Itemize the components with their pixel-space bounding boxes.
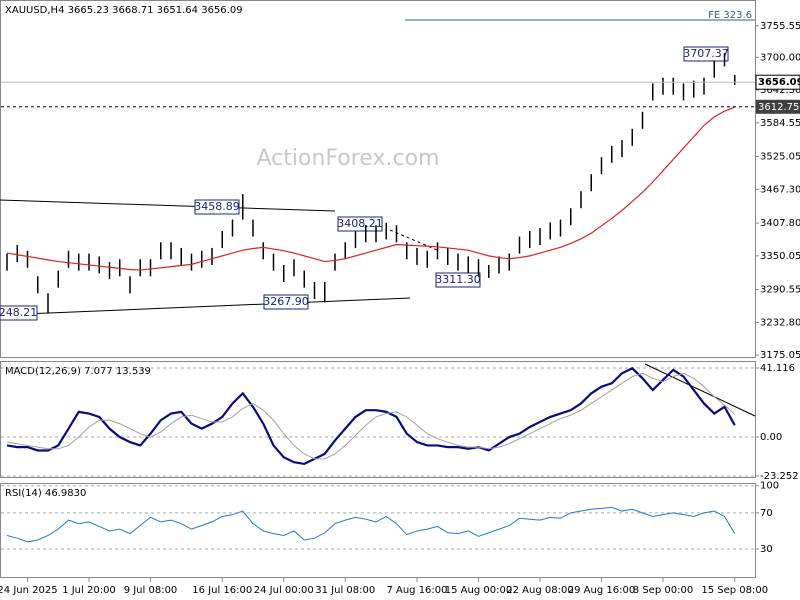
panel-title: XAUUSD,H4 3665.23 3668.71 3651.64 3656.0…	[5, 5, 243, 16]
y-tick-label: 0.00	[760, 432, 782, 443]
trend-line	[644, 363, 756, 417]
y-tick-label: 70	[760, 508, 773, 519]
annotation: 3267.90	[263, 294, 309, 310]
x-tick-label: 15 Sep 08:00	[701, 585, 768, 596]
fe-label: FE 323.6	[708, 10, 752, 21]
x-tick-label: 15 Aug 00:00	[445, 585, 512, 596]
indicator-line	[6, 366, 736, 466]
price-panel	[0, 0, 756, 358]
annotation-label: 248.21	[0, 306, 37, 319]
x-tick-label: 1 Jul 20:00	[62, 585, 116, 596]
x-tick-label: 24 Jul 00:00	[254, 585, 314, 596]
x-tick-label: 24 Jun 2025	[0, 585, 58, 596]
annotation: 3408.21	[337, 216, 383, 232]
indicator-line	[6, 506, 736, 543]
rsi-panel	[0, 483, 756, 578]
y-tick-label: 3467.30	[760, 184, 800, 195]
support-label: 3612.75	[758, 102, 799, 113]
annotation-label: 3267.90	[263, 295, 309, 308]
panel-title: RSI(14) 46.9830	[5, 488, 86, 499]
x-tick-label: 31 Jul 08:00	[315, 585, 375, 596]
annotation-label: 3311.30	[435, 273, 481, 286]
trend-line	[0, 199, 336, 212]
indicator-line	[6, 372, 736, 460]
annotation-label: 3707.37	[683, 47, 729, 60]
macd-panel	[0, 361, 756, 478]
y-tick-label: 30	[760, 544, 773, 555]
y-tick-label: 3290.55	[760, 285, 800, 296]
panel-title: MACD(12,26,9) 7.077 13.539	[5, 366, 151, 377]
annotation: 3311.30	[435, 272, 481, 288]
x-tick-label: 9 Jul 08:00	[124, 585, 178, 596]
support-box	[756, 99, 800, 114]
x-tick-label: 29 Aug 16:00	[568, 585, 635, 596]
y-tick-label: 3407.80	[760, 218, 800, 229]
y-tick-label: 100	[760, 481, 779, 492]
y-tick-label: 3175.05	[760, 350, 800, 361]
y-tick-label: 3350.05	[760, 251, 800, 262]
trend-line	[0, 297, 411, 316]
x-tick-label: 7 Aug 16:00	[386, 585, 447, 596]
x-tick-label: 22 Aug 08:00	[506, 585, 573, 596]
y-tick-label: 3584.55	[760, 118, 800, 129]
y-tick-label: 3642.30	[760, 85, 800, 96]
y-tick-label: 3700.00	[760, 52, 800, 63]
annotation-label: 3408.21	[337, 217, 383, 230]
moving-average	[6, 106, 735, 271]
annotation: 248.21	[0, 305, 38, 321]
annotation: 3458.89	[194, 199, 240, 215]
watermark: ActionForex.com	[257, 146, 440, 171]
current-price-label: 3656.09	[758, 77, 800, 88]
y-tick-label: 41.116	[760, 363, 795, 374]
y-tick-label: -23.252	[760, 471, 799, 482]
x-tick-label: 8 Sep 00:00	[633, 585, 693, 596]
annotation: 3707.37	[683, 46, 729, 62]
x-tick-label: 16 Jul 16:00	[192, 585, 252, 596]
annotation-label: 3458.89	[194, 200, 240, 213]
y-tick-label: 3232.80	[760, 317, 800, 328]
y-tick-label: 3755.55	[760, 21, 800, 32]
y-tick-label: 3525.05	[760, 152, 800, 163]
current-price-box	[755, 74, 800, 90]
